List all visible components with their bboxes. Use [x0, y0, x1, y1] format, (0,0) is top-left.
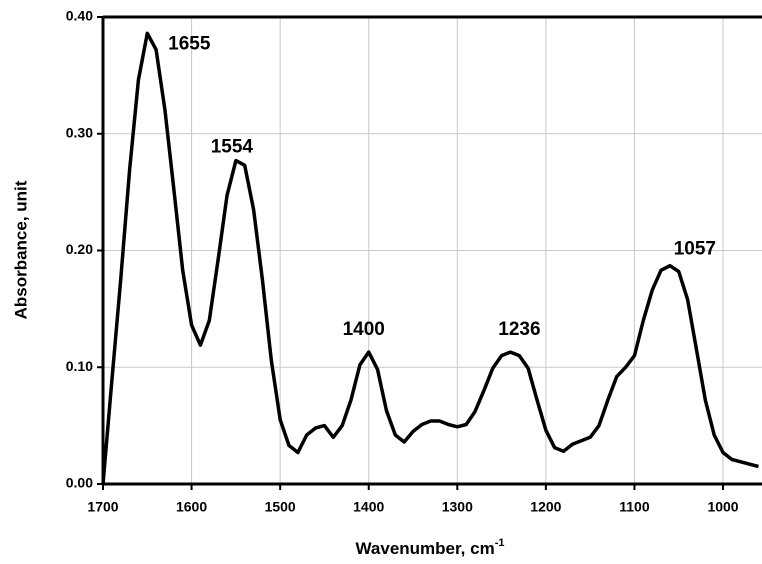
x-axis-title-sup: -1 — [495, 537, 505, 549]
x-axis-title-text: Wavenumber, cm — [356, 539, 495, 558]
peak-label: 1655 — [168, 33, 211, 54]
x-tick-label: 1500 — [265, 499, 296, 515]
y-tick-label: 0.00 — [66, 475, 93, 491]
x-tick-label: 1000 — [707, 499, 738, 515]
peak-label: 1400 — [343, 319, 385, 340]
x-tick-label: 1100 — [619, 499, 650, 515]
y-tick-label: 0.30 — [66, 124, 93, 140]
spectrum-line — [101, 31, 759, 485]
y-tick-label: 0.10 — [66, 358, 93, 374]
peak-label: 1554 — [211, 137, 254, 158]
x-tick-label: 1600 — [176, 499, 207, 515]
y-tick-label: 0.20 — [66, 241, 93, 257]
x-axis-title: Wavenumber, cm-1 — [356, 537, 505, 559]
x-tick-label: 1300 — [442, 499, 473, 515]
peak-label: 1236 — [498, 319, 540, 340]
y-tick-label: 0.40 — [66, 8, 93, 24]
x-tick-label: 1400 — [353, 499, 384, 515]
peak-label: 1057 — [674, 239, 716, 260]
y-axis-title: Absorbance, unit — [11, 180, 30, 319]
x-tick-label: 1200 — [530, 499, 561, 515]
x-tick-label: 1700 — [87, 499, 118, 515]
